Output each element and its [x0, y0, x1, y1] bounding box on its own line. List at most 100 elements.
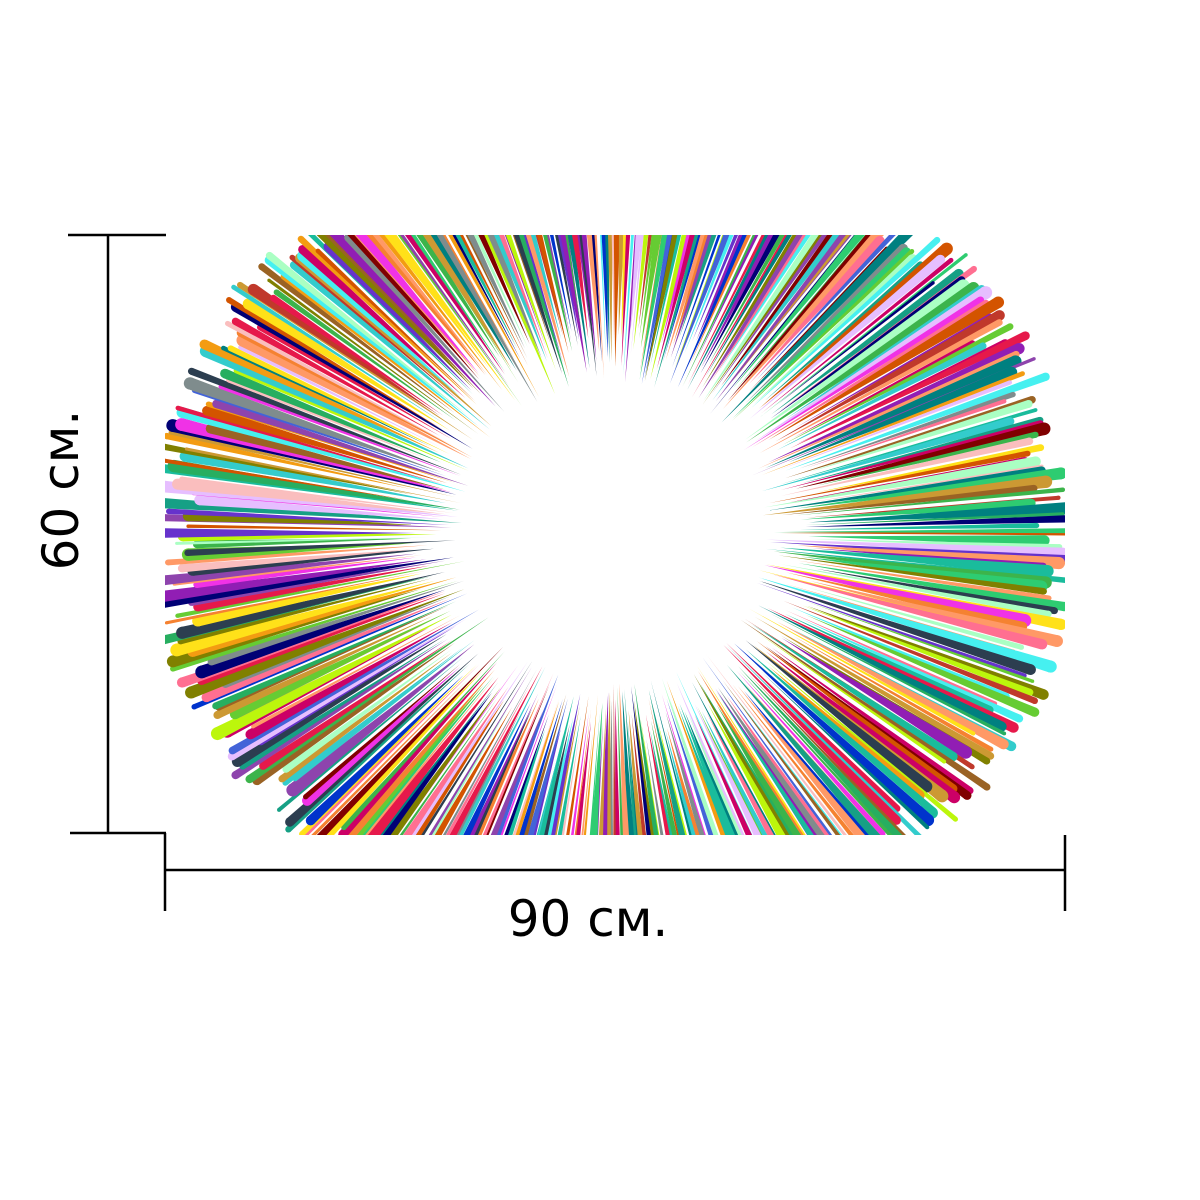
burst-ray	[696, 235, 759, 361]
burst-ray	[187, 543, 414, 561]
burst-ray-cap	[713, 161, 720, 168]
burst-ray-cap	[151, 592, 162, 603]
burst-ray-cap	[492, 897, 495, 900]
burst-ray-cap	[1025, 437, 1034, 446]
burst-ray	[756, 640, 956, 793]
burst-ray-cap	[367, 861, 376, 870]
burst-ray-cap	[440, 894, 446, 900]
burst-ray	[773, 528, 1065, 534]
burst-ray	[281, 274, 491, 438]
burst-ray-cap	[858, 845, 863, 850]
burst-ray	[167, 545, 428, 566]
burst-ray-cap	[367, 848, 371, 852]
burst-ray-cap	[605, 110, 614, 119]
burst-ray	[706, 654, 847, 835]
burst-ray-cap	[433, 146, 440, 153]
burst-ray	[452, 235, 521, 360]
burst-ray	[780, 437, 1031, 497]
burst-ray-cap	[433, 904, 445, 916]
burst-ray	[513, 698, 559, 835]
burst-ray	[640, 718, 660, 835]
burst-ray-cap	[783, 887, 789, 893]
burst-ray	[467, 235, 525, 349]
burst-ray-cap	[175, 541, 179, 545]
burst-ray-cap	[797, 907, 808, 918]
burst-ray	[688, 235, 766, 385]
burst-ray	[226, 321, 456, 448]
burst-ray	[355, 235, 479, 374]
burst-ray-cap	[790, 911, 801, 922]
burst-ray	[613, 683, 616, 835]
burst-ray	[215, 399, 469, 486]
burst-ray-cap	[452, 146, 464, 158]
burst-ray-cap	[417, 892, 426, 901]
burst-ray	[745, 280, 967, 440]
burst-ray-cap	[405, 153, 411, 159]
burst-ray	[232, 610, 451, 719]
burst-ray	[650, 235, 682, 366]
burst-ray	[403, 686, 509, 835]
burst-ray-cap	[1024, 450, 1031, 457]
burst-ray	[776, 621, 1007, 749]
burst-ray	[736, 670, 885, 835]
burst-ray	[661, 694, 706, 835]
burst-ray	[271, 295, 444, 416]
burst-ray	[705, 235, 792, 377]
burst-ray-cap	[165, 432, 170, 440]
burst-ray	[702, 657, 833, 835]
burst-ray	[166, 570, 427, 625]
burst-ray	[430, 235, 517, 371]
burst-ray-cap	[983, 757, 991, 765]
burst-ray-cap	[726, 138, 738, 150]
burst-ray-cap	[220, 368, 230, 379]
burst-ray-cap	[487, 158, 493, 164]
burst-ray-cap	[687, 946, 697, 956]
burst-ray	[781, 564, 1050, 618]
burst-ray-cap	[299, 838, 303, 842]
burst-ray	[288, 644, 475, 796]
burst-ray-cap	[205, 401, 212, 407]
burst-ray	[586, 235, 600, 352]
burst-ray-cap	[623, 953, 628, 958]
burst-ray	[187, 377, 442, 473]
burst-ray	[308, 235, 473, 395]
burst-ray	[422, 235, 512, 369]
burst-ray-cap	[998, 739, 1009, 750]
burst-ray-cap	[861, 201, 873, 213]
burst-ray	[804, 600, 1034, 683]
burst-ray	[768, 297, 1002, 440]
burst-ray	[504, 235, 547, 349]
burst-ray-cap	[786, 916, 791, 921]
burst-ray-cap	[782, 137, 792, 147]
burst-ray-cap	[962, 791, 972, 800]
burst-ray	[706, 712, 774, 835]
burst-ray	[214, 601, 456, 710]
burst-ray	[473, 235, 529, 348]
burst-ray-cap	[356, 843, 359, 846]
burst-ray	[459, 235, 528, 366]
burst-ray	[205, 406, 448, 484]
burst-ray	[613, 235, 620, 367]
burst-ray-cap	[640, 153, 646, 159]
burst-ray-cap	[475, 152, 478, 155]
burst-ray-cap	[884, 211, 889, 216]
burst-ray-cap	[299, 831, 305, 835]
burst-ray-cap	[948, 257, 954, 263]
burst-ray-cap	[184, 447, 188, 451]
burst-ray	[547, 235, 572, 342]
burst-ray	[757, 351, 1018, 469]
height-label: 60 см.	[32, 410, 90, 571]
burst-ray-cap	[165, 458, 168, 463]
burst-ray	[217, 605, 449, 711]
burst-ray	[745, 649, 936, 818]
burst-ray	[525, 235, 570, 378]
burst-ray-cap	[935, 254, 946, 265]
burst-ray	[676, 671, 753, 835]
burst-ray-cap	[297, 235, 305, 243]
burst-ray	[743, 682, 881, 835]
burst-ray	[756, 235, 896, 380]
burst-ray	[567, 235, 590, 369]
burst-ray-cap	[682, 931, 689, 938]
burst-ray	[775, 310, 1003, 442]
burst-ray-cap	[408, 191, 420, 203]
